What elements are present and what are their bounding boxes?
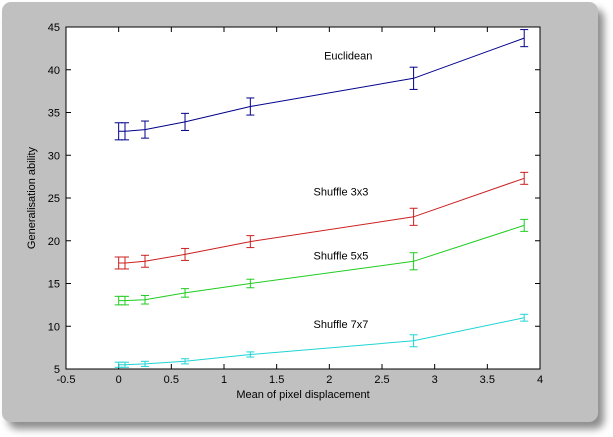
series-label: Shuffle 5x5 [314, 251, 369, 263]
y-tick-label: 15 [48, 279, 60, 291]
y-tick-label: 45 [48, 22, 60, 34]
error-bar [120, 122, 129, 141]
y-tick-label: 40 [48, 65, 60, 77]
error-bar [181, 112, 190, 131]
error-bar [181, 358, 190, 365]
x-tick-label: 2 [326, 374, 332, 386]
x-tick-label: 0 [116, 374, 122, 386]
error-bar [246, 278, 255, 289]
x-tick-label: 1 [221, 374, 227, 386]
series: Shuffle 3x3 [114, 171, 529, 270]
error-bar [246, 235, 255, 249]
plot-area [65, 26, 541, 370]
x-tick-label: 2.5 [374, 374, 389, 386]
error-bar [141, 360, 149, 367]
error-bar [120, 361, 129, 368]
y-tick-label: 30 [48, 150, 60, 162]
x-tick-label: 0.5 [164, 374, 179, 386]
x-tick-label: 3.5 [480, 374, 495, 386]
error-bar [141, 120, 149, 139]
y-tick-label: 5 [54, 364, 60, 376]
y-axis-label: Generalisation ability [26, 146, 38, 249]
series: Shuffle 5x5 [114, 218, 529, 306]
error-bar [141, 294, 149, 305]
error-bar [409, 66, 418, 90]
x-tick-label: 4 [537, 374, 543, 386]
series-group: Euclidean Shuffle 3x3 Shuffle 5x5 Shuffle 7… [114, 29, 529, 368]
x-tick-label: 3 [432, 374, 438, 386]
error-bar [181, 288, 190, 298]
y-tick-label: 20 [48, 236, 60, 248]
error-bar [409, 334, 418, 348]
error-bar [120, 256, 129, 270]
error-bar [246, 351, 255, 358]
series: Shuffle 7x7 [114, 313, 529, 368]
y-tick-label: 25 [48, 193, 60, 205]
error-bar [409, 207, 418, 226]
error-bar [181, 247, 190, 261]
y-tick-label: 35 [48, 108, 60, 120]
error-bar [520, 29, 529, 48]
error-bar [520, 171, 529, 185]
series: Euclidean [114, 29, 529, 141]
series-label: Shuffle 7x7 [314, 319, 369, 331]
error-bar [520, 313, 529, 322]
x-axis-label: Mean of pixel displacement [236, 389, 369, 401]
error-bar [409, 252, 418, 271]
x-tick-label: -0.5 [57, 374, 76, 386]
error-bar [141, 254, 149, 268]
error-bar [246, 97, 255, 116]
y-tick-label: 10 [48, 321, 60, 333]
series-label: Shuffle 3x3 [314, 186, 369, 198]
x-tick-label: 1.5 [269, 374, 284, 386]
error-bar [120, 295, 129, 306]
error-bar [520, 218, 529, 232]
series-label: Euclidean [324, 50, 372, 62]
